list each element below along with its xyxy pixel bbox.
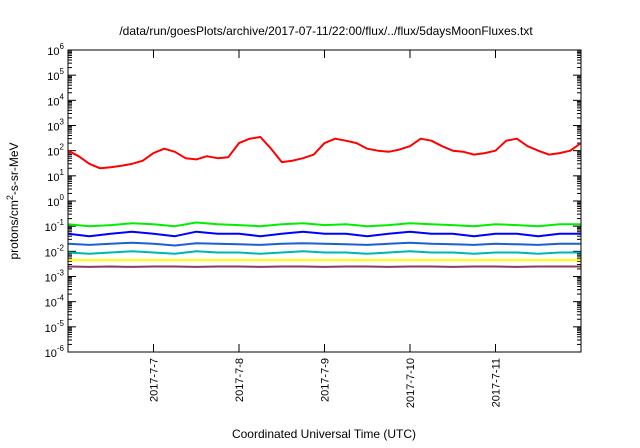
y-tick-exponent: -5 xyxy=(57,319,65,328)
y-tick-label: 100 xyxy=(47,193,64,209)
y-tick-base: 10 xyxy=(47,147,59,159)
y-tick-exponent: 3 xyxy=(60,118,65,127)
y-tick-label: 103 xyxy=(47,118,64,134)
series-line-2 xyxy=(67,221,581,228)
x-tick-label: 2017-7-7 xyxy=(149,358,161,402)
y-tick-label: 10-1 xyxy=(45,218,65,234)
y-tick-exponent: 0 xyxy=(60,193,65,202)
y-tick-label: 104 xyxy=(47,92,64,108)
y-tick-base: 10 xyxy=(47,96,59,108)
y-tick-label: 10-2 xyxy=(45,243,65,259)
y-tick-base: 10 xyxy=(45,298,57,310)
y-tick-label: 10-3 xyxy=(45,269,65,285)
x-tick-label: 2017-7-10 xyxy=(405,358,417,408)
x-tick-label: 2017-7-8 xyxy=(234,358,246,402)
series-line-4 xyxy=(67,241,581,247)
y-tick-label: 10-5 xyxy=(45,319,65,335)
y-tick-base: 10 xyxy=(45,273,57,285)
plot-area-frame xyxy=(67,49,582,353)
y-tick-exponent: 2 xyxy=(60,143,65,152)
y-tick-label: 101 xyxy=(47,168,64,184)
y-tick-base: 10 xyxy=(47,46,59,58)
series-line-1 xyxy=(67,136,582,170)
y-tick-label: 10-6 xyxy=(45,344,65,360)
y-tick-exponent: -4 xyxy=(57,294,65,303)
y-tick-base: 10 xyxy=(45,222,57,234)
y-tick-exponent: 1 xyxy=(60,168,65,177)
y-tick-exponent: 5 xyxy=(60,67,65,76)
y-tick-exponent: -2 xyxy=(57,243,65,252)
y-tick-base: 10 xyxy=(45,323,57,335)
y-tick-label: 102 xyxy=(47,143,64,159)
y-axis-title-superscript: 2 xyxy=(5,195,15,200)
series-layer xyxy=(67,136,582,268)
y-tick-label: 105 xyxy=(47,67,64,83)
x-axis-title: Coordinated Universal Time (UTC) xyxy=(232,427,416,441)
y-axis-title: protons/cm2-s-sr-MeV xyxy=(5,142,21,259)
y-tick-exponent: -6 xyxy=(57,344,65,353)
y-axis-ticks: 10-610-510-410-310-210-11001011021031041… xyxy=(45,42,581,360)
y-tick-exponent: 6 xyxy=(60,42,65,51)
x-axis-ticks: 2017-7-7 2017-7-8 2017-7-9 2017-7-10 2017-7-… xyxy=(149,50,503,408)
y-tick-exponent: -3 xyxy=(57,269,65,278)
y-tick-base: 10 xyxy=(45,348,57,360)
series-line-3 xyxy=(67,230,581,238)
y-tick-base: 10 xyxy=(47,197,59,209)
y-tick-base: 10 xyxy=(45,247,57,259)
y-tick-base: 10 xyxy=(47,71,59,83)
y-axis-title-suffix: -s-sr-MeV xyxy=(7,142,21,195)
y-axis-title-prefix: protons/cm xyxy=(7,200,21,259)
y-tick-base: 10 xyxy=(47,122,59,134)
chart-title: /data/run/goesPlots/archive/2017-07-11/2… xyxy=(119,24,533,38)
y-tick-label: 10-4 xyxy=(45,294,65,310)
y-tick-exponent: -1 xyxy=(57,218,65,227)
y-tick-exponent: 4 xyxy=(60,92,65,101)
y-tick-base: 10 xyxy=(47,172,59,184)
x-tick-label: 2017-7-9 xyxy=(320,358,332,402)
series-line-5 xyxy=(67,250,581,255)
y-tick-label: 106 xyxy=(47,42,64,58)
x-tick-label: 2017-7-11 xyxy=(491,358,503,407)
